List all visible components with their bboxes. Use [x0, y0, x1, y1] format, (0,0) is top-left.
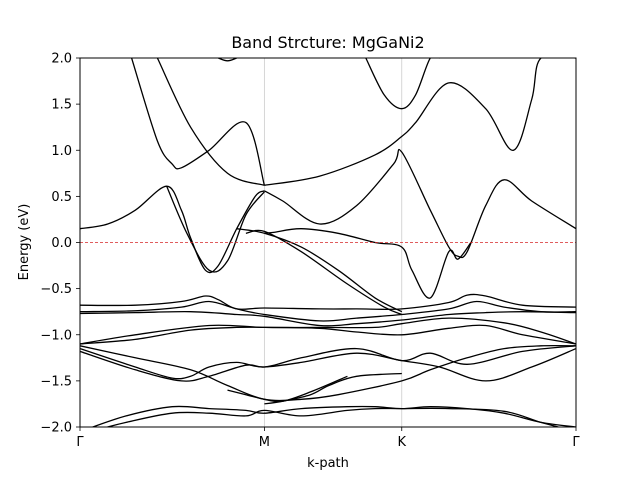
y-tick-label: 2.0: [51, 52, 72, 67]
band-line-4: [365, 58, 440, 110]
y-tick-label: 0.5: [51, 190, 72, 205]
chart-title: Band Strcture: MgGaNi2: [231, 33, 424, 52]
band-line-18: [80, 345, 576, 380]
band-line-8: [264, 148, 576, 259]
band-line-23: [227, 375, 348, 403]
y-axis-title: Energy (eV): [17, 204, 32, 281]
band-line-3: [264, 58, 576, 186]
y-tick-label: 1.5: [51, 98, 72, 113]
band-line-6: [80, 185, 265, 274]
x-axis-title: k-path: [307, 456, 349, 471]
band-line-11: [245, 229, 403, 316]
band-line-15: [80, 317, 576, 345]
band-lines: [80, 58, 576, 427]
y-tick-label: −2.0: [40, 421, 72, 436]
y-tick-label: 1.0: [51, 144, 72, 159]
band-line-17: [80, 344, 576, 402]
band-line-5: [218, 58, 237, 62]
band-line-21: [105, 407, 561, 427]
y-tick-label: −1.5: [40, 374, 72, 389]
x-tick-label: Γ: [572, 435, 580, 450]
band-line-1: [130, 58, 266, 186]
band-line-13: [80, 300, 576, 322]
x-tick-label: M: [259, 435, 270, 450]
x-tick-label: Γ: [76, 435, 84, 450]
y-axis-ticks: −2.0 −1.5 −1.0 −0.5 0.0 0.5 1.0 1.5 2.0: [40, 52, 80, 436]
band-line-20: [90, 405, 576, 427]
band-line-7: [166, 185, 265, 273]
y-tick-label: −1.0: [40, 328, 72, 343]
band-line-12: [80, 293, 576, 311]
band-line-10: [236, 228, 403, 313]
band-line-19: [80, 348, 576, 382]
band-line-22: [264, 372, 402, 405]
y-tick-label: −0.5: [40, 282, 72, 297]
band-line-16: [80, 324, 576, 345]
band-line-14: [80, 310, 576, 327]
y-tick-label: 0.0: [51, 236, 72, 251]
x-tick-label: K: [397, 435, 406, 450]
band-line-2: [156, 58, 265, 186]
band-line-9: [264, 228, 472, 299]
